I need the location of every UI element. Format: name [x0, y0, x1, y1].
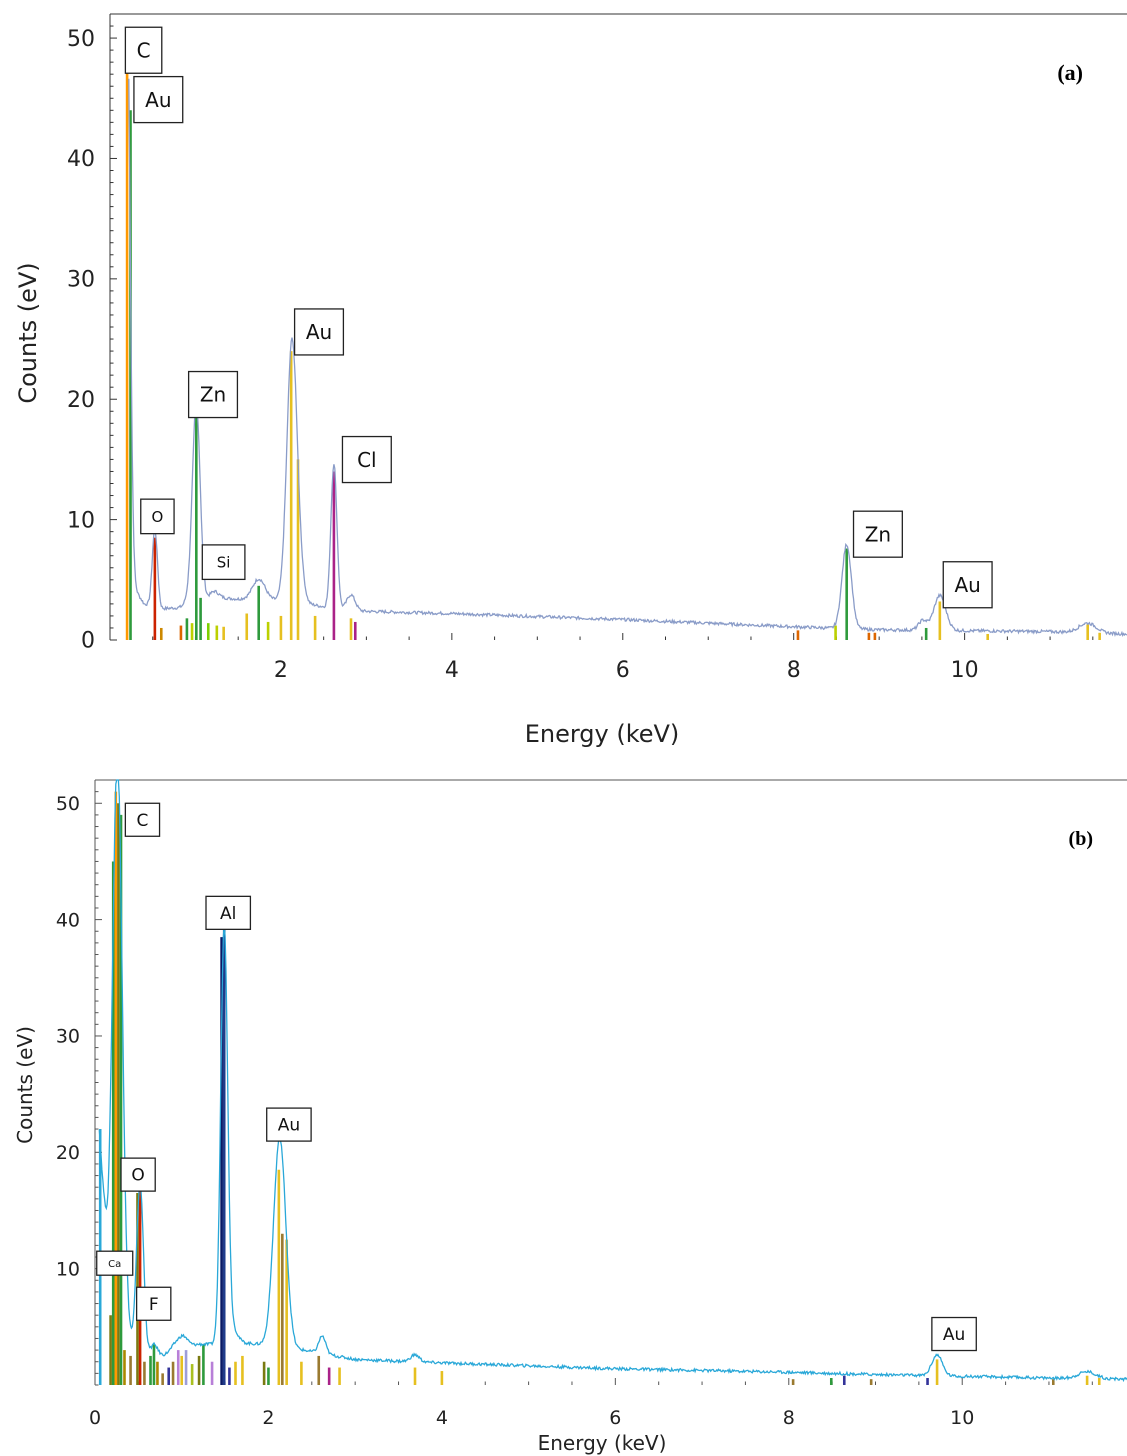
element-label-au: Au — [266, 1107, 312, 1142]
element-label-box — [124, 26, 163, 74]
panel-b-y-tick-labels: 10 20 30 40 50 — [56, 793, 80, 1280]
element-label-text: Si — [217, 554, 231, 572]
x-tick-label: 2 — [274, 658, 288, 683]
x-tick-label: 6 — [616, 658, 630, 683]
y-tick-label: 40 — [56, 909, 80, 931]
panel-b-y-minor-ticks — [95, 779, 102, 1386]
element-label-si: Si — [201, 544, 246, 581]
element-label-box — [266, 1107, 312, 1142]
panel-a-label: (a) — [1057, 60, 1083, 85]
element-label-zn: Zn — [852, 510, 903, 558]
element-label-box — [205, 895, 252, 930]
element-label-box — [341, 435, 392, 484]
panel-b-label: (b) — [1069, 828, 1093, 850]
element-label-text: F — [149, 1295, 159, 1315]
y-tick-label: 10 — [56, 1258, 80, 1280]
element-label-al: Al — [205, 895, 252, 930]
element-label-text: O — [131, 1166, 144, 1186]
element-label-text: C — [137, 811, 149, 831]
y-tick-label: 50 — [56, 793, 80, 815]
y-tick-label: 50 — [67, 27, 95, 52]
element-label-au: Au — [293, 308, 345, 356]
element-label-o: O — [120, 1157, 156, 1192]
element-label-au: Au — [942, 561, 993, 609]
element-label-box — [133, 75, 184, 124]
element-label-o: O — [140, 498, 175, 535]
element-label-text: Au — [943, 1325, 965, 1345]
x-tick-label: 8 — [783, 1407, 795, 1429]
element-label-text: Au — [278, 1116, 300, 1136]
element-label-text: Au — [145, 88, 171, 112]
x-tick-label: 6 — [609, 1407, 621, 1429]
element-label-zn: Zn — [187, 370, 239, 419]
element-label-text: Zn — [200, 383, 226, 407]
x-tick-label: 8 — [787, 658, 801, 683]
element-label-c: C — [124, 802, 161, 837]
panel-a-element-labels: C Au Zn Au Cl O Si Zn Au — [124, 26, 993, 609]
y-tick-label: 10 — [67, 508, 95, 533]
element-label-text: Au — [954, 573, 980, 597]
element-label-text: Zn — [865, 522, 891, 546]
element-label-text: Cl — [357, 448, 377, 472]
element-label-cl: Cl — [341, 435, 392, 484]
y-tick-label: 30 — [56, 1026, 80, 1048]
panel-a-x-tick-labels: 2 4 6 8 10 — [274, 658, 979, 683]
x-tick-label: 2 — [262, 1407, 274, 1429]
element-label-box — [120, 1157, 156, 1192]
element-label-box — [852, 510, 903, 558]
element-label-box — [187, 370, 239, 419]
element-label-c: C — [124, 26, 163, 74]
element-label-text: C — [137, 38, 151, 62]
element-label-box — [124, 802, 161, 837]
element-label-box — [942, 561, 993, 609]
element-label-f: F — [135, 1286, 172, 1321]
x-tick-label: 10 — [951, 658, 979, 683]
panel-b-x-axis-label: Energy (keV) — [538, 1431, 667, 1455]
element-label-box — [135, 1286, 172, 1321]
element-label-box — [96, 1250, 134, 1276]
x-tick-label: 4 — [436, 1407, 448, 1429]
element-label-au: Au — [931, 1316, 977, 1352]
panel-a-x-axis-label: Energy (keV) — [525, 720, 680, 748]
element-label-box — [201, 544, 246, 581]
y-tick-label: 20 — [56, 1142, 80, 1164]
y-tick-label: 20 — [67, 388, 95, 413]
panel-b-chart: 10 20 30 40 50 0 2 4 6 8 10 C Al Au O Ca F Au Energy (k… — [13, 779, 1127, 1455]
panel-a-y-axis-label: Counts (eV) — [14, 262, 42, 403]
element-label-box — [931, 1316, 977, 1352]
element-label-box — [293, 308, 345, 356]
panel-a-y-tick-labels: 0 10 20 30 40 50 — [67, 27, 95, 654]
x-tick-label: 10 — [950, 1407, 974, 1429]
x-tick-label: 0 — [89, 1407, 101, 1429]
element-label-text: O — [152, 508, 164, 526]
element-label-au: Au — [133, 75, 184, 124]
x-tick-label: 4 — [445, 658, 459, 683]
element-label-text: Al — [220, 904, 236, 924]
element-label-text: Au — [306, 320, 332, 344]
y-tick-label: 0 — [81, 629, 95, 654]
element-label-box — [140, 498, 175, 535]
panel-b-spectrum-line — [98, 779, 1127, 1383]
element-label-ca: Ca — [96, 1250, 134, 1276]
panel-a-y-minor-ticks — [110, 13, 117, 641]
element-label-text: Ca — [108, 1259, 121, 1270]
panel-b-x-tick-labels: 0 2 4 6 8 10 — [89, 1407, 974, 1429]
panel-b-y-axis-label: Counts (eV) — [13, 1026, 37, 1144]
panel-b-element-labels: C Al Au O Ca F Au — [96, 802, 977, 1352]
y-tick-label: 40 — [67, 147, 95, 172]
panel-a-chart: 0 10 20 30 40 50 2 4 6 8 10 C Au Zn Au Cl O Si Zn Au Ener… — [14, 13, 1127, 748]
panel-a-spectrum-line — [128, 78, 1127, 638]
y-tick-label: 30 — [67, 268, 95, 293]
